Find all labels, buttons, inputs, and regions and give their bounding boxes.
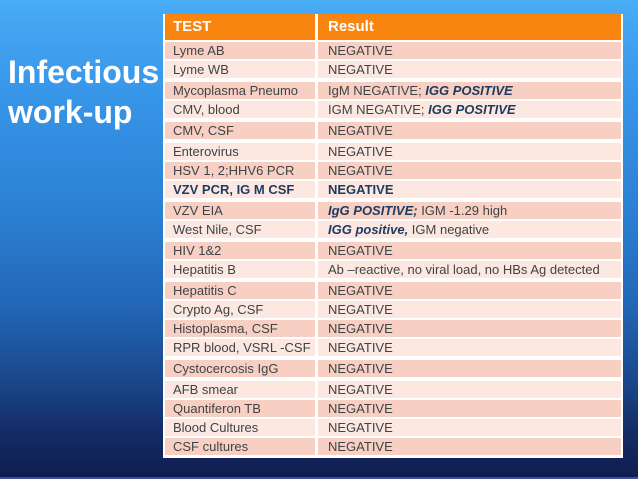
table-body: Lyme AB NEGATIVE Lyme WB NEGATIVE Mycopl…: [165, 42, 621, 455]
table-row: AFB smear NEGATIVE: [165, 381, 621, 400]
bottom-edge-highlight: [0, 477, 638, 479]
test-cell: Quantiferon TB: [165, 400, 318, 417]
table-row: Quantiferon TB NEGATIVE: [165, 400, 621, 419]
table-header-row: TEST Result: [165, 14, 621, 42]
table-row: VZV PCR, IG M CSF NEGATIVE: [165, 181, 621, 202]
title-line-1: Infectious: [8, 54, 160, 90]
result-text: IgM NEGATIVE;: [328, 83, 426, 98]
result-text: NEGATIVE: [328, 340, 393, 355]
test-cell: Hepatitis B: [165, 261, 318, 278]
result-cell: NEGATIVE: [318, 419, 621, 436]
table-header-result: Result: [328, 18, 374, 35]
result-cell: IGG positive, IGM negative: [318, 221, 621, 238]
result-cell: NEGATIVE: [318, 360, 621, 377]
result-cell: NEGATIVE: [318, 181, 621, 198]
test-cell: Enterovirus: [165, 143, 318, 160]
result-cell: NEGATIVE: [318, 61, 621, 78]
result-cell: NEGATIVE: [318, 162, 621, 179]
result-text: NEGATIVE: [328, 420, 393, 435]
result-text: IGM -1.29 high: [417, 203, 508, 218]
test-cell: Mycoplasma Pneumo: [165, 82, 318, 99]
table-row: CMV, blood IGM NEGATIVE; IGG POSITIVE: [165, 101, 621, 122]
result-cell: NEGATIVE: [318, 320, 621, 337]
result-text: NEGATIVE: [328, 243, 393, 258]
table-row: Lyme WB NEGATIVE: [165, 61, 621, 82]
result-text: NEGATIVE: [328, 163, 393, 178]
table-row: Lyme AB NEGATIVE: [165, 42, 621, 61]
title-line-2: work-up: [8, 94, 133, 130]
table-row: Hepatitis B Ab –reactive, no viral load,…: [165, 261, 621, 282]
table-row: CSF cultures NEGATIVE: [165, 438, 621, 455]
table-row: VZV EIA IgG POSITIVE; IGM -1.29 high: [165, 202, 621, 221]
table-row: Hepatitis C NEGATIVE: [165, 282, 621, 301]
test-cell: Crypto Ag, CSF: [165, 301, 318, 318]
result-cell: NEGATIVE: [318, 242, 621, 259]
table-row: Cystocercosis IgG NEGATIVE: [165, 360, 621, 381]
result-cell: NEGATIVE: [318, 381, 621, 398]
result-text: IGG positive,: [328, 222, 409, 237]
result-cell: Ab –reactive, no viral load, no HBs Ag d…: [318, 261, 621, 278]
test-cell: Histoplasma, CSF: [165, 320, 318, 337]
result-text: NEGATIVE: [328, 382, 393, 397]
table-row: West Nile, CSF IGG positive, IGM negativ…: [165, 221, 621, 242]
test-cell: HIV 1&2: [165, 242, 318, 259]
result-text: IgG POSITIVE;: [328, 203, 418, 218]
table-row: RPR blood, VSRL -CSF NEGATIVE: [165, 339, 621, 360]
test-cell: West Nile, CSF: [165, 221, 318, 238]
infectious-workup-table: TEST Result Lyme AB NEGATIVE Lyme WB NEG…: [163, 14, 623, 458]
result-text: IGM NEGATIVE;: [328, 102, 429, 117]
result-cell: NEGATIVE: [318, 282, 621, 299]
result-text: IGG POSITIVE: [425, 83, 513, 98]
result-cell: NEGATIVE: [318, 143, 621, 160]
test-cell: Blood Cultures: [165, 419, 318, 436]
test-cell: Hepatitis C: [165, 282, 318, 299]
test-cell: Lyme AB: [165, 42, 318, 59]
result-text: IGG POSITIVE: [428, 102, 516, 117]
result-text: NEGATIVE: [328, 144, 393, 159]
result-cell: NEGATIVE: [318, 122, 621, 139]
result-text: NEGATIVE: [328, 439, 393, 454]
table-row: HIV 1&2 NEGATIVE: [165, 242, 621, 261]
result-cell: NEGATIVE: [318, 42, 621, 59]
result-cell: NEGATIVE: [318, 438, 621, 455]
result-text: NEGATIVE: [328, 321, 393, 336]
test-cell: AFB smear: [165, 381, 318, 398]
test-cell: HSV 1, 2;HHV6 PCR: [165, 162, 318, 179]
table-row: Histoplasma, CSF NEGATIVE: [165, 320, 621, 339]
table-row: Blood Cultures NEGATIVE: [165, 419, 621, 438]
result-cell: NEGATIVE: [318, 301, 621, 318]
table-row: CMV, CSF NEGATIVE: [165, 122, 621, 143]
test-cell: CMV, CSF: [165, 122, 318, 139]
result-cell: IGM NEGATIVE; IGG POSITIVE: [318, 101, 621, 118]
table-row: HSV 1, 2;HHV6 PCR NEGATIVE: [165, 162, 621, 181]
test-cell: Lyme WB: [165, 61, 318, 78]
result-cell: IgG POSITIVE; IGM -1.29 high: [318, 202, 621, 219]
result-cell: IgM NEGATIVE; IGG POSITIVE: [318, 82, 621, 99]
result-text: NEGATIVE: [328, 302, 393, 317]
result-text: Ab –reactive, no viral load, no HBs Ag d…: [328, 262, 600, 277]
test-cell: VZV EIA: [165, 202, 318, 219]
slide-title: Infectious work-up: [8, 52, 159, 132]
test-cell: CMV, blood: [165, 101, 318, 118]
test-cell: RPR blood, VSRL -CSF: [165, 339, 318, 356]
table-row: Enterovirus NEGATIVE: [165, 143, 621, 162]
table-row: Crypto Ag, CSF NEGATIVE: [165, 301, 621, 320]
result-text: NEGATIVE: [328, 401, 393, 416]
result-text: NEGATIVE: [328, 43, 393, 58]
test-cell: Cystocercosis IgG: [165, 360, 318, 377]
result-text: NEGATIVE: [328, 123, 393, 138]
result-text: NEGATIVE: [328, 182, 394, 197]
table-row: Mycoplasma Pneumo IgM NEGATIVE; IGG POSI…: [165, 82, 621, 101]
result-cell: NEGATIVE: [318, 339, 621, 356]
test-cell: VZV PCR, IG M CSF: [165, 181, 318, 198]
result-cell: NEGATIVE: [318, 400, 621, 417]
result-text: IGM negative: [408, 222, 490, 237]
result-text: NEGATIVE: [328, 62, 393, 77]
test-cell: CSF cultures: [165, 438, 318, 455]
result-text: NEGATIVE: [328, 283, 393, 298]
result-text: NEGATIVE: [328, 361, 393, 376]
table-header-test: TEST: [165, 14, 318, 40]
